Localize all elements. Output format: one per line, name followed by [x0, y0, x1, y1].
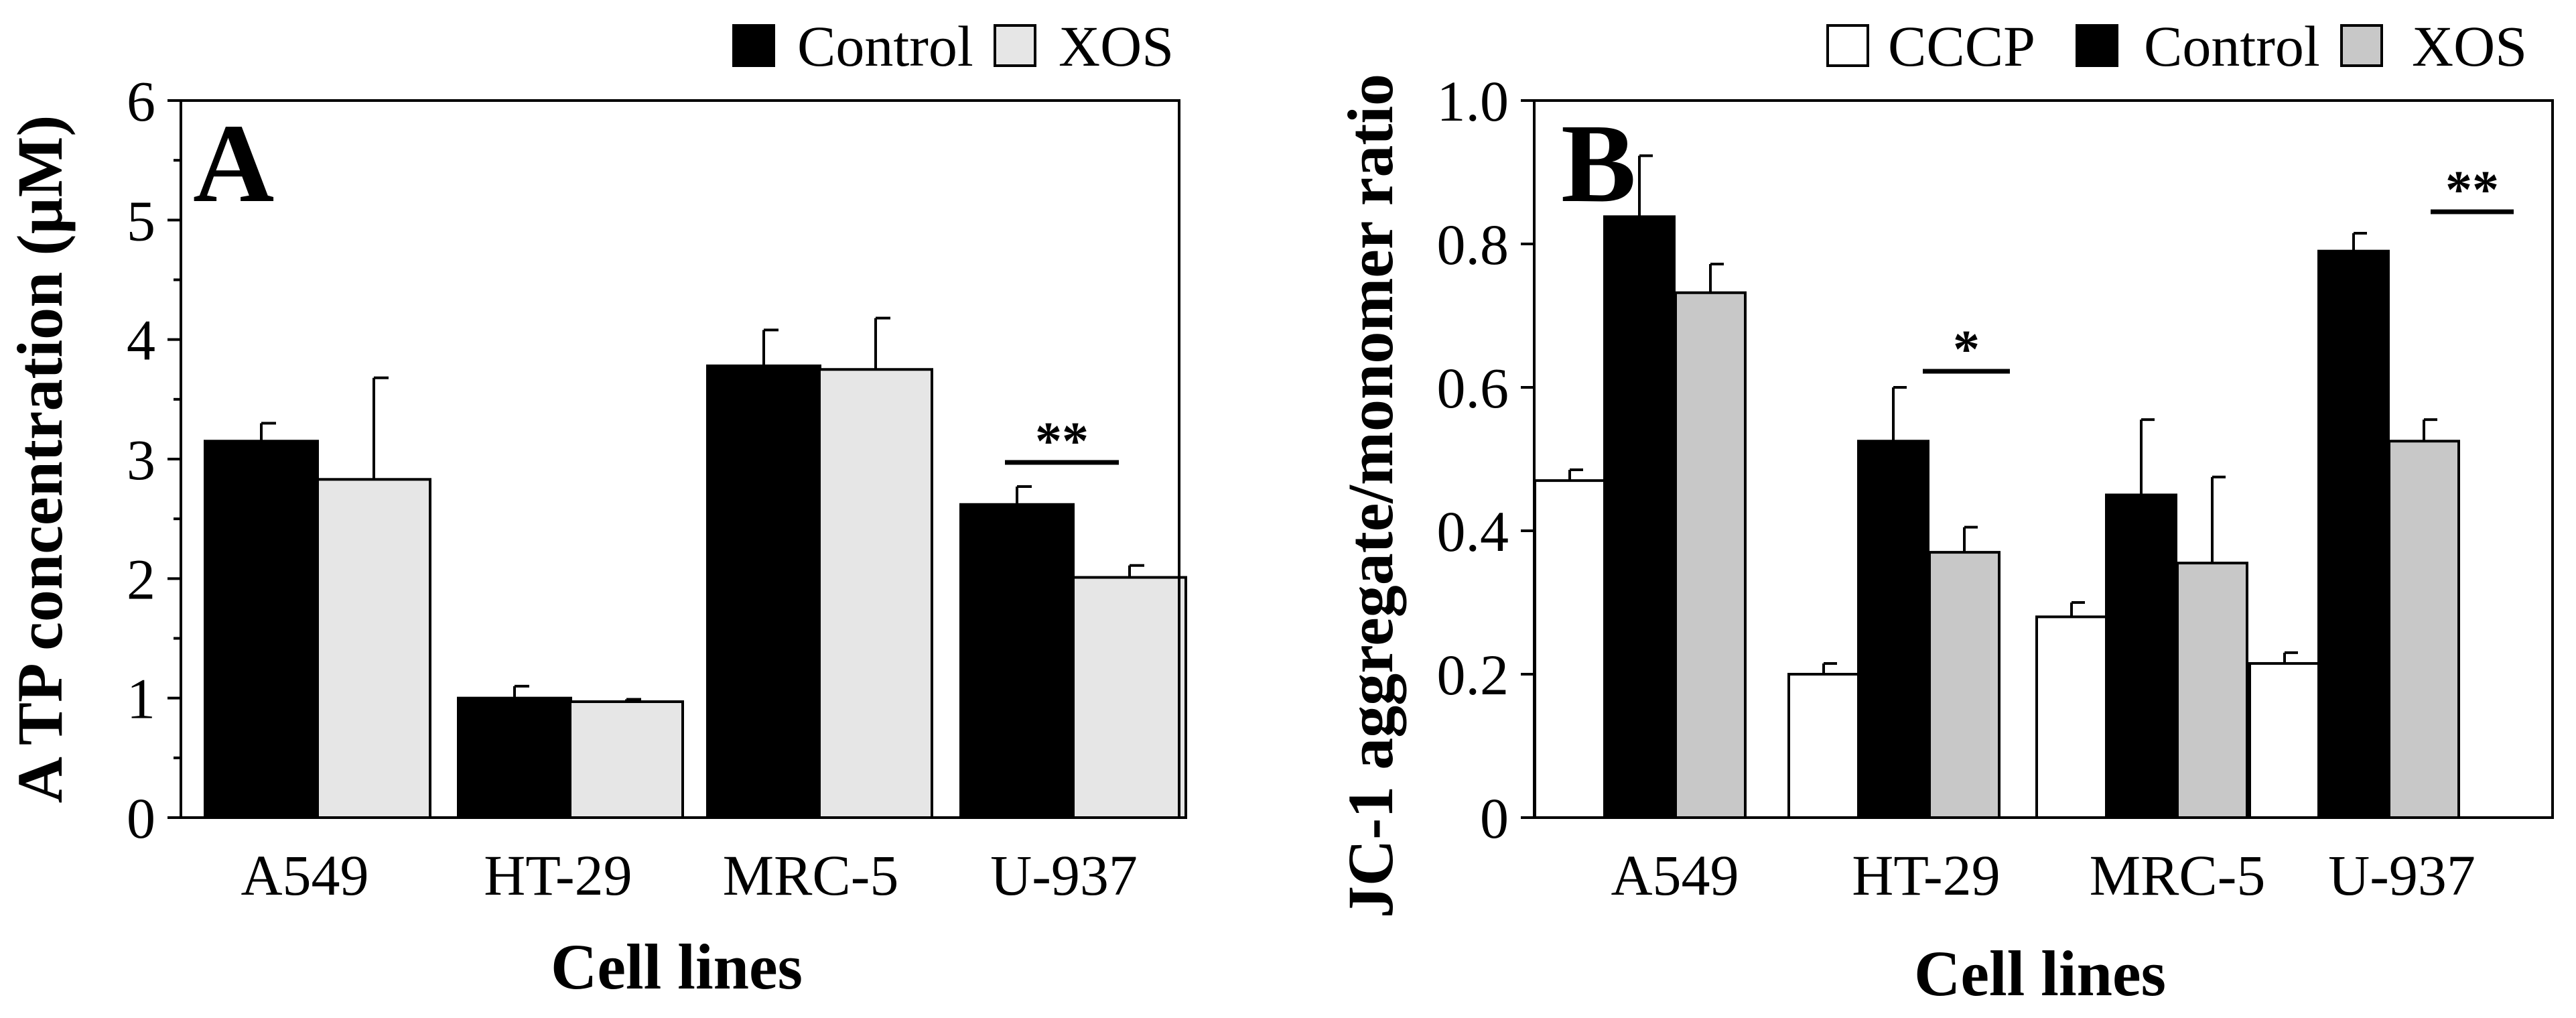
bar-cccp-mrc-5	[2035, 615, 2108, 820]
panel-b-bars	[1534, 154, 2460, 820]
bar-control-u-937	[959, 503, 1075, 819]
significance-label: **	[2445, 161, 2499, 220]
panel-a-xlabel: Cell lines	[551, 931, 803, 1003]
legend-swatch-xos	[2340, 24, 2383, 67]
legend-label-cccp: CCCP	[1888, 14, 2035, 78]
panel-b-xtick-u937: U-937	[2328, 843, 2476, 907]
panel-a-letter: A	[193, 101, 274, 226]
bar-control-a549	[204, 440, 319, 819]
legend-label-control: Control	[2144, 14, 2320, 78]
panel-b-significance-ht29: *	[1923, 320, 2010, 379]
bar-xos-mrc-5	[2176, 562, 2248, 820]
legend-label-control: Control	[797, 14, 973, 78]
legend-swatch-cccp	[1826, 24, 1869, 67]
bar-xos-ht-29	[569, 700, 684, 820]
significance-label: **	[1035, 412, 1089, 471]
panel-b-xtick-a549: A549	[1611, 843, 1739, 907]
y-tick-label: 1	[127, 667, 155, 731]
y-tick-label: 6	[127, 69, 155, 133]
significance-label: *	[1953, 320, 1980, 379]
panel-a-ylabel: A TP concentration (µM)	[4, 115, 76, 804]
panel-b-significance-u937: **	[2431, 161, 2514, 220]
bar-xos-mrc-5	[818, 368, 933, 819]
panel-a-legend: Control XOS	[732, 14, 1174, 78]
y-tick-label: 0	[127, 786, 155, 850]
y-tick-label: 0.8	[1437, 212, 1509, 277]
bar-control-ht-29	[1857, 440, 1929, 819]
panel-a-axes-frame	[180, 99, 1180, 819]
bar-xos-u-937	[2388, 440, 2460, 819]
bar-control-u-937	[2317, 249, 2390, 819]
y-tick-label: 0.2	[1437, 643, 1509, 707]
panel-b-letter: B	[1561, 101, 1636, 226]
y-tick-label: 0	[1480, 786, 1509, 850]
panel-b-legend: CCCP Control XOS	[1826, 14, 2527, 78]
bar-xos-u-937	[1072, 576, 1187, 819]
panel-a-xtick-ht29: HT-29	[484, 843, 632, 907]
panel-b-xtick-mrc5: MRC-5	[2090, 843, 2266, 907]
legend-swatch-xos	[994, 24, 1036, 67]
legend-swatch-control	[732, 24, 775, 67]
bar-control-mrc-5	[2105, 493, 2177, 819]
bar-xos-a549	[1674, 291, 1747, 819]
bar-control-ht-29	[457, 696, 572, 819]
y-tick-label: 2	[127, 547, 155, 611]
chart-panel-b: 0 0.2 0.4 0.6 0.8 1.0 B A549 HT-29 MRC-5 U-93…	[1335, 14, 2554, 1009]
y-tick-label: 0.6	[1437, 356, 1509, 420]
y-tick-label: 5	[127, 188, 155, 253]
panel-a-yticks: 0 1 2 3 4 5 6	[127, 69, 181, 850]
y-tick-label: 4	[127, 308, 155, 373]
panel-a-xtick-mrc5: MRC-5	[723, 843, 899, 907]
panel-a-bars	[204, 316, 1187, 820]
bar-cccp-u-937	[2248, 661, 2321, 820]
y-tick-label: 0.4	[1437, 499, 1509, 564]
panel-b-axes-frame	[1533, 99, 2554, 819]
panel-b-ylabel: JC-1 aggregate/monomer ratio	[1335, 74, 1406, 918]
bar-cccp-ht-29	[1787, 673, 1860, 819]
panel-a-xtick-u937: U-937	[990, 843, 1138, 907]
bar-control-a549	[1603, 215, 1676, 819]
legend-label-xos: XOS	[2412, 14, 2527, 78]
panel-b-xtick-ht29: HT-29	[1852, 843, 2000, 907]
y-tick-label: 1.0	[1437, 69, 1509, 133]
y-tick-label: 3	[127, 428, 155, 492]
panel-b-xlabel: Cell lines	[1914, 938, 2166, 1009]
panel-a-xtick-a549: A549	[241, 843, 368, 907]
bar-control-mrc-5	[706, 364, 821, 819]
bar-xos-ht-29	[1928, 551, 2001, 819]
panel-b-yticks: 0 0.2 0.4 0.6 0.8 1.0	[1437, 69, 1534, 850]
panel-a-significance-u937: **	[1005, 412, 1119, 471]
chart-panel-a: 0 1 2 3 4 5 6 A A549 HT-29 MRC-5 U-937 Cell li…	[4, 14, 1187, 1003]
bar-xos-a549	[316, 478, 431, 819]
legend-swatch-control	[2076, 24, 2118, 67]
legend-label-xos: XOS	[1059, 14, 1174, 78]
bar-cccp-a549	[1534, 479, 1606, 819]
